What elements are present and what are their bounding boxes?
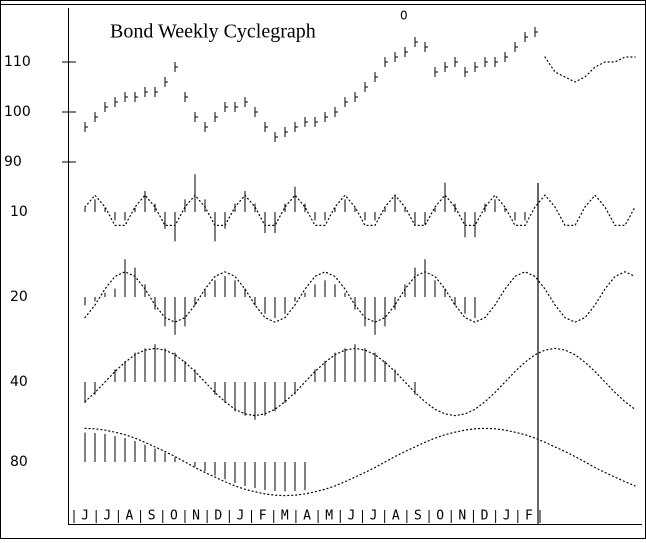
x-tick-label: J <box>103 509 111 524</box>
x-tick-label: D <box>214 509 222 524</box>
cycle-wave <box>84 271 636 323</box>
cycle-label: 40 <box>10 374 28 390</box>
cycle-label: 10 <box>10 204 28 220</box>
x-tick-label: A <box>303 509 311 524</box>
cycle-wave <box>84 427 636 497</box>
x-tick-label: D <box>481 509 489 524</box>
cycle-label: 20 <box>10 289 28 305</box>
x-tick-label: S <box>414 509 422 524</box>
x-tick-label: J <box>81 509 89 524</box>
x-tick-label: A <box>126 509 134 524</box>
cycle-label: 80 <box>10 454 28 470</box>
annotation: 0 <box>400 9 408 23</box>
x-tick-label: J <box>370 509 378 524</box>
x-tick-label: A <box>392 509 400 524</box>
x-tick-label: M <box>325 509 333 524</box>
x-tick-label: O <box>170 509 178 524</box>
cycle-wave <box>84 194 636 226</box>
y-tick-label: 90 <box>4 154 22 170</box>
x-tick-label: O <box>436 509 444 524</box>
x-tick-label: F <box>259 509 267 524</box>
x-tick-label: J <box>237 509 245 524</box>
x-tick-label: J <box>347 509 355 524</box>
x-tick-label: M <box>281 509 289 524</box>
x-tick-label: N <box>458 509 466 524</box>
cycle-wave <box>84 347 636 417</box>
y-tick-label: 100 <box>4 104 31 120</box>
x-tick-label: S <box>148 509 156 524</box>
x-tick-label: F <box>525 509 533 524</box>
x-tick-label: N <box>192 509 200 524</box>
chart-title: Bond Weekly Cyclegraph <box>110 21 316 43</box>
x-tick-label: J <box>503 509 511 524</box>
y-tick-label: 110 <box>4 54 31 70</box>
price-projection <box>544 56 636 83</box>
